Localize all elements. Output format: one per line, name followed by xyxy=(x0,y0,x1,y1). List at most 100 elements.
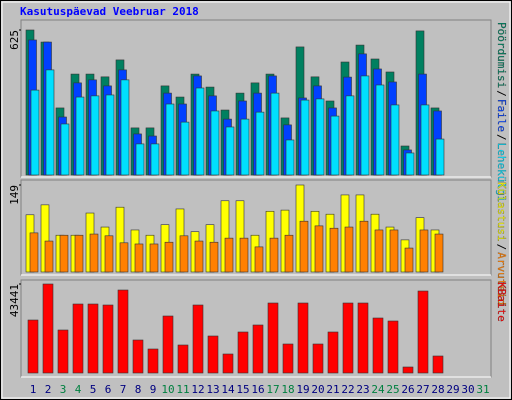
bar xyxy=(432,355,444,374)
bar xyxy=(254,246,264,273)
bar xyxy=(75,96,85,176)
bar xyxy=(105,94,115,176)
bar xyxy=(192,304,204,374)
bar xyxy=(389,229,399,273)
bar xyxy=(375,84,385,176)
x-tick-label: 21 xyxy=(326,383,339,396)
x-tick-label: 10 xyxy=(161,383,174,396)
bar xyxy=(29,232,39,273)
bar xyxy=(165,103,175,176)
bar xyxy=(89,233,99,273)
x-tick-label: 4 xyxy=(75,383,82,396)
bar xyxy=(162,315,174,374)
bar xyxy=(357,302,369,374)
x-tick-label: 2 xyxy=(45,383,52,396)
bar xyxy=(120,79,130,176)
bar xyxy=(164,241,174,273)
legend-entry: Lehekülgi xyxy=(495,143,508,203)
y-tick-label: 625 xyxy=(8,30,21,50)
bar xyxy=(417,290,429,374)
legend-separator: / xyxy=(495,90,508,97)
bar xyxy=(329,227,339,273)
bar xyxy=(239,237,249,273)
bar xyxy=(419,229,429,273)
bar xyxy=(45,69,55,176)
bar xyxy=(282,343,294,374)
legend: Külastusi /Arvuteid xyxy=(495,182,508,305)
x-tick-label: 1 xyxy=(30,383,37,396)
bar xyxy=(330,115,340,176)
x-tick-label: 27 xyxy=(416,383,429,396)
bar xyxy=(74,234,84,273)
bar xyxy=(435,138,445,176)
legend-entry: Külastusi xyxy=(495,182,508,242)
legend-entry: Arvuteid xyxy=(495,252,508,305)
bar xyxy=(30,89,40,176)
legend: KBaite xyxy=(495,282,508,322)
bar xyxy=(104,235,114,273)
bar xyxy=(252,324,264,374)
bar xyxy=(194,240,204,273)
x-tick-label: 22 xyxy=(341,383,354,396)
bar xyxy=(374,229,384,273)
bar xyxy=(135,143,145,176)
legend: Pöördumisi / Faile / Lehekülgi xyxy=(495,22,508,202)
bar xyxy=(327,331,339,374)
bar xyxy=(224,237,234,273)
legend-entry: KBaite xyxy=(495,282,508,322)
x-tick-label: 25 xyxy=(386,383,399,396)
bar xyxy=(87,303,99,374)
x-tick-label: 29 xyxy=(446,383,459,396)
x-tick-label: 18 xyxy=(281,383,294,396)
x-tick-label: 9 xyxy=(150,383,157,396)
bar xyxy=(404,247,414,273)
x-tick-label: 8 xyxy=(135,383,142,396)
bar xyxy=(387,320,399,374)
bar xyxy=(117,289,129,374)
x-tick-label: 20 xyxy=(311,383,324,396)
bar xyxy=(225,126,235,176)
y-tick-label: 149 xyxy=(8,185,21,205)
bar xyxy=(42,283,54,374)
bar xyxy=(27,319,39,374)
bar xyxy=(390,104,400,176)
legend-entry: Pöördumisi xyxy=(495,22,508,88)
x-tick-label: 31 xyxy=(476,383,489,396)
x-tick-label: 26 xyxy=(401,383,414,396)
bar xyxy=(72,303,84,374)
bar xyxy=(132,339,144,374)
bar xyxy=(44,240,54,273)
bar xyxy=(255,111,265,176)
bar xyxy=(312,343,324,374)
bar xyxy=(297,302,309,374)
x-tick-label: 15 xyxy=(236,383,249,396)
bar xyxy=(222,353,234,374)
bar xyxy=(149,243,159,273)
bar xyxy=(147,348,159,374)
x-tick-label: 3 xyxy=(60,383,67,396)
bar xyxy=(315,98,325,176)
bar xyxy=(180,121,190,176)
bar xyxy=(342,302,354,374)
x-tick-label: 11 xyxy=(176,383,189,396)
x-tick-label: 14 xyxy=(221,383,235,396)
bar xyxy=(134,243,144,273)
bar xyxy=(269,237,279,273)
bar xyxy=(179,235,189,273)
bar xyxy=(344,226,354,273)
bar xyxy=(267,302,279,374)
legend-separator: / xyxy=(495,134,508,141)
x-tick-label: 24 xyxy=(371,383,385,396)
bar xyxy=(150,143,160,176)
bar xyxy=(59,234,69,273)
bar xyxy=(345,95,355,176)
bar xyxy=(434,233,444,273)
bar xyxy=(207,335,219,374)
bar xyxy=(420,104,430,176)
bar xyxy=(90,95,100,176)
bar xyxy=(405,152,415,176)
bar xyxy=(237,331,249,374)
x-tick-label: 23 xyxy=(356,383,369,396)
